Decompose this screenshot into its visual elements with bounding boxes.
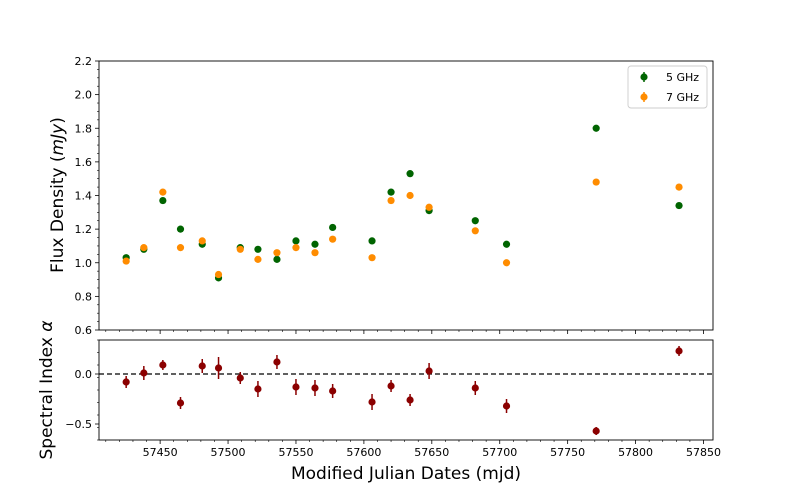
spectral-index-point xyxy=(292,383,300,391)
flux-point-5-ghz xyxy=(675,201,683,210)
flux-y-tick-label: 2.2 xyxy=(75,55,93,68)
legend-label-7-ghz: 7 GHz xyxy=(666,91,699,104)
flux-point-5-ghz xyxy=(387,188,395,196)
alpha-x-tick-label: 57450 xyxy=(143,446,178,459)
flux-point-5-ghz xyxy=(471,217,479,225)
flux-y-tick-label: 1.2 xyxy=(75,223,93,236)
legend-box xyxy=(627,65,708,109)
flux-point-5-ghz xyxy=(311,240,319,248)
flux-y-axis-title: Flux Density (mJy) xyxy=(48,117,68,273)
spectral-index-point xyxy=(159,361,167,369)
flux-point-5-ghz xyxy=(273,255,281,263)
spectral-index-point xyxy=(176,399,185,407)
spectral-index-point xyxy=(425,367,433,375)
flux-point-7-ghz xyxy=(140,244,148,252)
alpha-x-tick-label: 57800 xyxy=(618,446,653,459)
flux-point-7-ghz xyxy=(122,257,130,265)
flux-point-7-ghz xyxy=(502,259,511,267)
flux-point-7-ghz xyxy=(254,255,262,263)
flux-point-7-ghz xyxy=(406,191,414,200)
alpha-y-tick-label: −0.5 xyxy=(65,418,92,431)
legend-marker-7-ghz xyxy=(640,93,648,101)
flux-point-7-ghz xyxy=(236,245,244,253)
x-axis-title: Modified Julian Dates (mjd) xyxy=(291,464,521,484)
flux-point-7-ghz xyxy=(592,178,600,186)
spectral-index-point xyxy=(592,427,600,435)
flux-y-tick-label: 1.0 xyxy=(75,257,93,270)
flux-y-tick-label: 1.4 xyxy=(75,190,93,203)
spectral-index-point xyxy=(214,364,223,372)
spectral-index-point xyxy=(368,398,376,406)
spectral-index-point xyxy=(406,396,414,404)
alpha-x-tick-label: 57600 xyxy=(346,446,381,459)
alpha-y-tick-label: 0.0 xyxy=(75,368,93,381)
spectral-index-point xyxy=(675,347,683,355)
spectral-index-point xyxy=(254,385,262,393)
spectral-index-point xyxy=(236,374,244,382)
legend: 5 GHz 7 GHz xyxy=(627,65,708,109)
flux-y-tick-label: 0.8 xyxy=(75,290,93,303)
flux-point-5-ghz xyxy=(329,223,337,232)
legend-marker-5-ghz xyxy=(640,73,648,81)
flux-point-5-ghz xyxy=(159,196,167,205)
flux-point-7-ghz xyxy=(471,227,479,235)
flux-point-7-ghz xyxy=(329,235,337,243)
flux-y-tick-label: 2.0 xyxy=(75,89,93,102)
flux-point-7-ghz xyxy=(214,270,223,279)
flux-y-tick-label: 0.6 xyxy=(75,324,93,337)
spectral-index-point xyxy=(311,384,319,392)
alpha-x-tick-label: 57550 xyxy=(278,446,313,459)
flux-point-7-ghz xyxy=(198,237,206,245)
flux-point-5-ghz xyxy=(292,237,300,245)
flux-point-5-ghz xyxy=(406,170,414,178)
spectral-index-plot-area xyxy=(98,339,714,441)
flux-point-7-ghz xyxy=(368,254,376,262)
spectral-index-point xyxy=(329,387,337,395)
flux-point-7-ghz xyxy=(273,249,281,257)
alpha-x-tick-label: 57850 xyxy=(686,446,721,459)
alpha-x-tick-label: 57500 xyxy=(211,446,246,459)
flux-density-panel: 0.6 0.8 1.0 1.2 1.4 1.6 1.8 2.0 2.2 xyxy=(75,55,714,337)
flux-plot-area xyxy=(98,60,714,331)
legend-label-5-ghz: 5 GHz xyxy=(666,71,699,84)
flux-point-7-ghz xyxy=(425,203,433,211)
spectral-index-point xyxy=(471,384,479,392)
flux-y-tick-label: 1.6 xyxy=(75,156,93,169)
flux-point-5-ghz xyxy=(176,225,185,233)
flux-point-5-ghz xyxy=(254,245,262,253)
alpha-x-tick-label: 57750 xyxy=(550,446,585,459)
spectral-index-panel: −0.5 0.0 57450 57500 57550 57600 57650 57700 577… xyxy=(65,339,721,459)
flux-point-7-ghz xyxy=(675,183,683,191)
spectral-index-y-axis-title: Spectral Index α xyxy=(37,320,57,459)
flux-point-5-ghz xyxy=(592,124,600,132)
flux-y-tick-label: 1.8 xyxy=(75,122,93,135)
alpha-x-tick-label: 57650 xyxy=(414,446,449,459)
alpha-x-tick-label: 57700 xyxy=(482,446,517,459)
spectral-index-point xyxy=(198,362,206,370)
spectral-index-point xyxy=(140,369,148,377)
flux-point-7-ghz xyxy=(176,244,185,252)
flux-point-7-ghz xyxy=(311,249,319,257)
spectral-index-point xyxy=(502,402,511,410)
flux-point-7-ghz xyxy=(159,188,167,196)
flux-point-5-ghz xyxy=(368,237,376,245)
spectral-index-point xyxy=(122,378,130,386)
flux-point-5-ghz xyxy=(502,240,511,248)
spectral-index-point xyxy=(387,382,395,390)
flux-point-7-ghz xyxy=(292,244,300,252)
flux-point-7-ghz xyxy=(387,196,395,205)
spectral-index-point xyxy=(273,358,281,366)
